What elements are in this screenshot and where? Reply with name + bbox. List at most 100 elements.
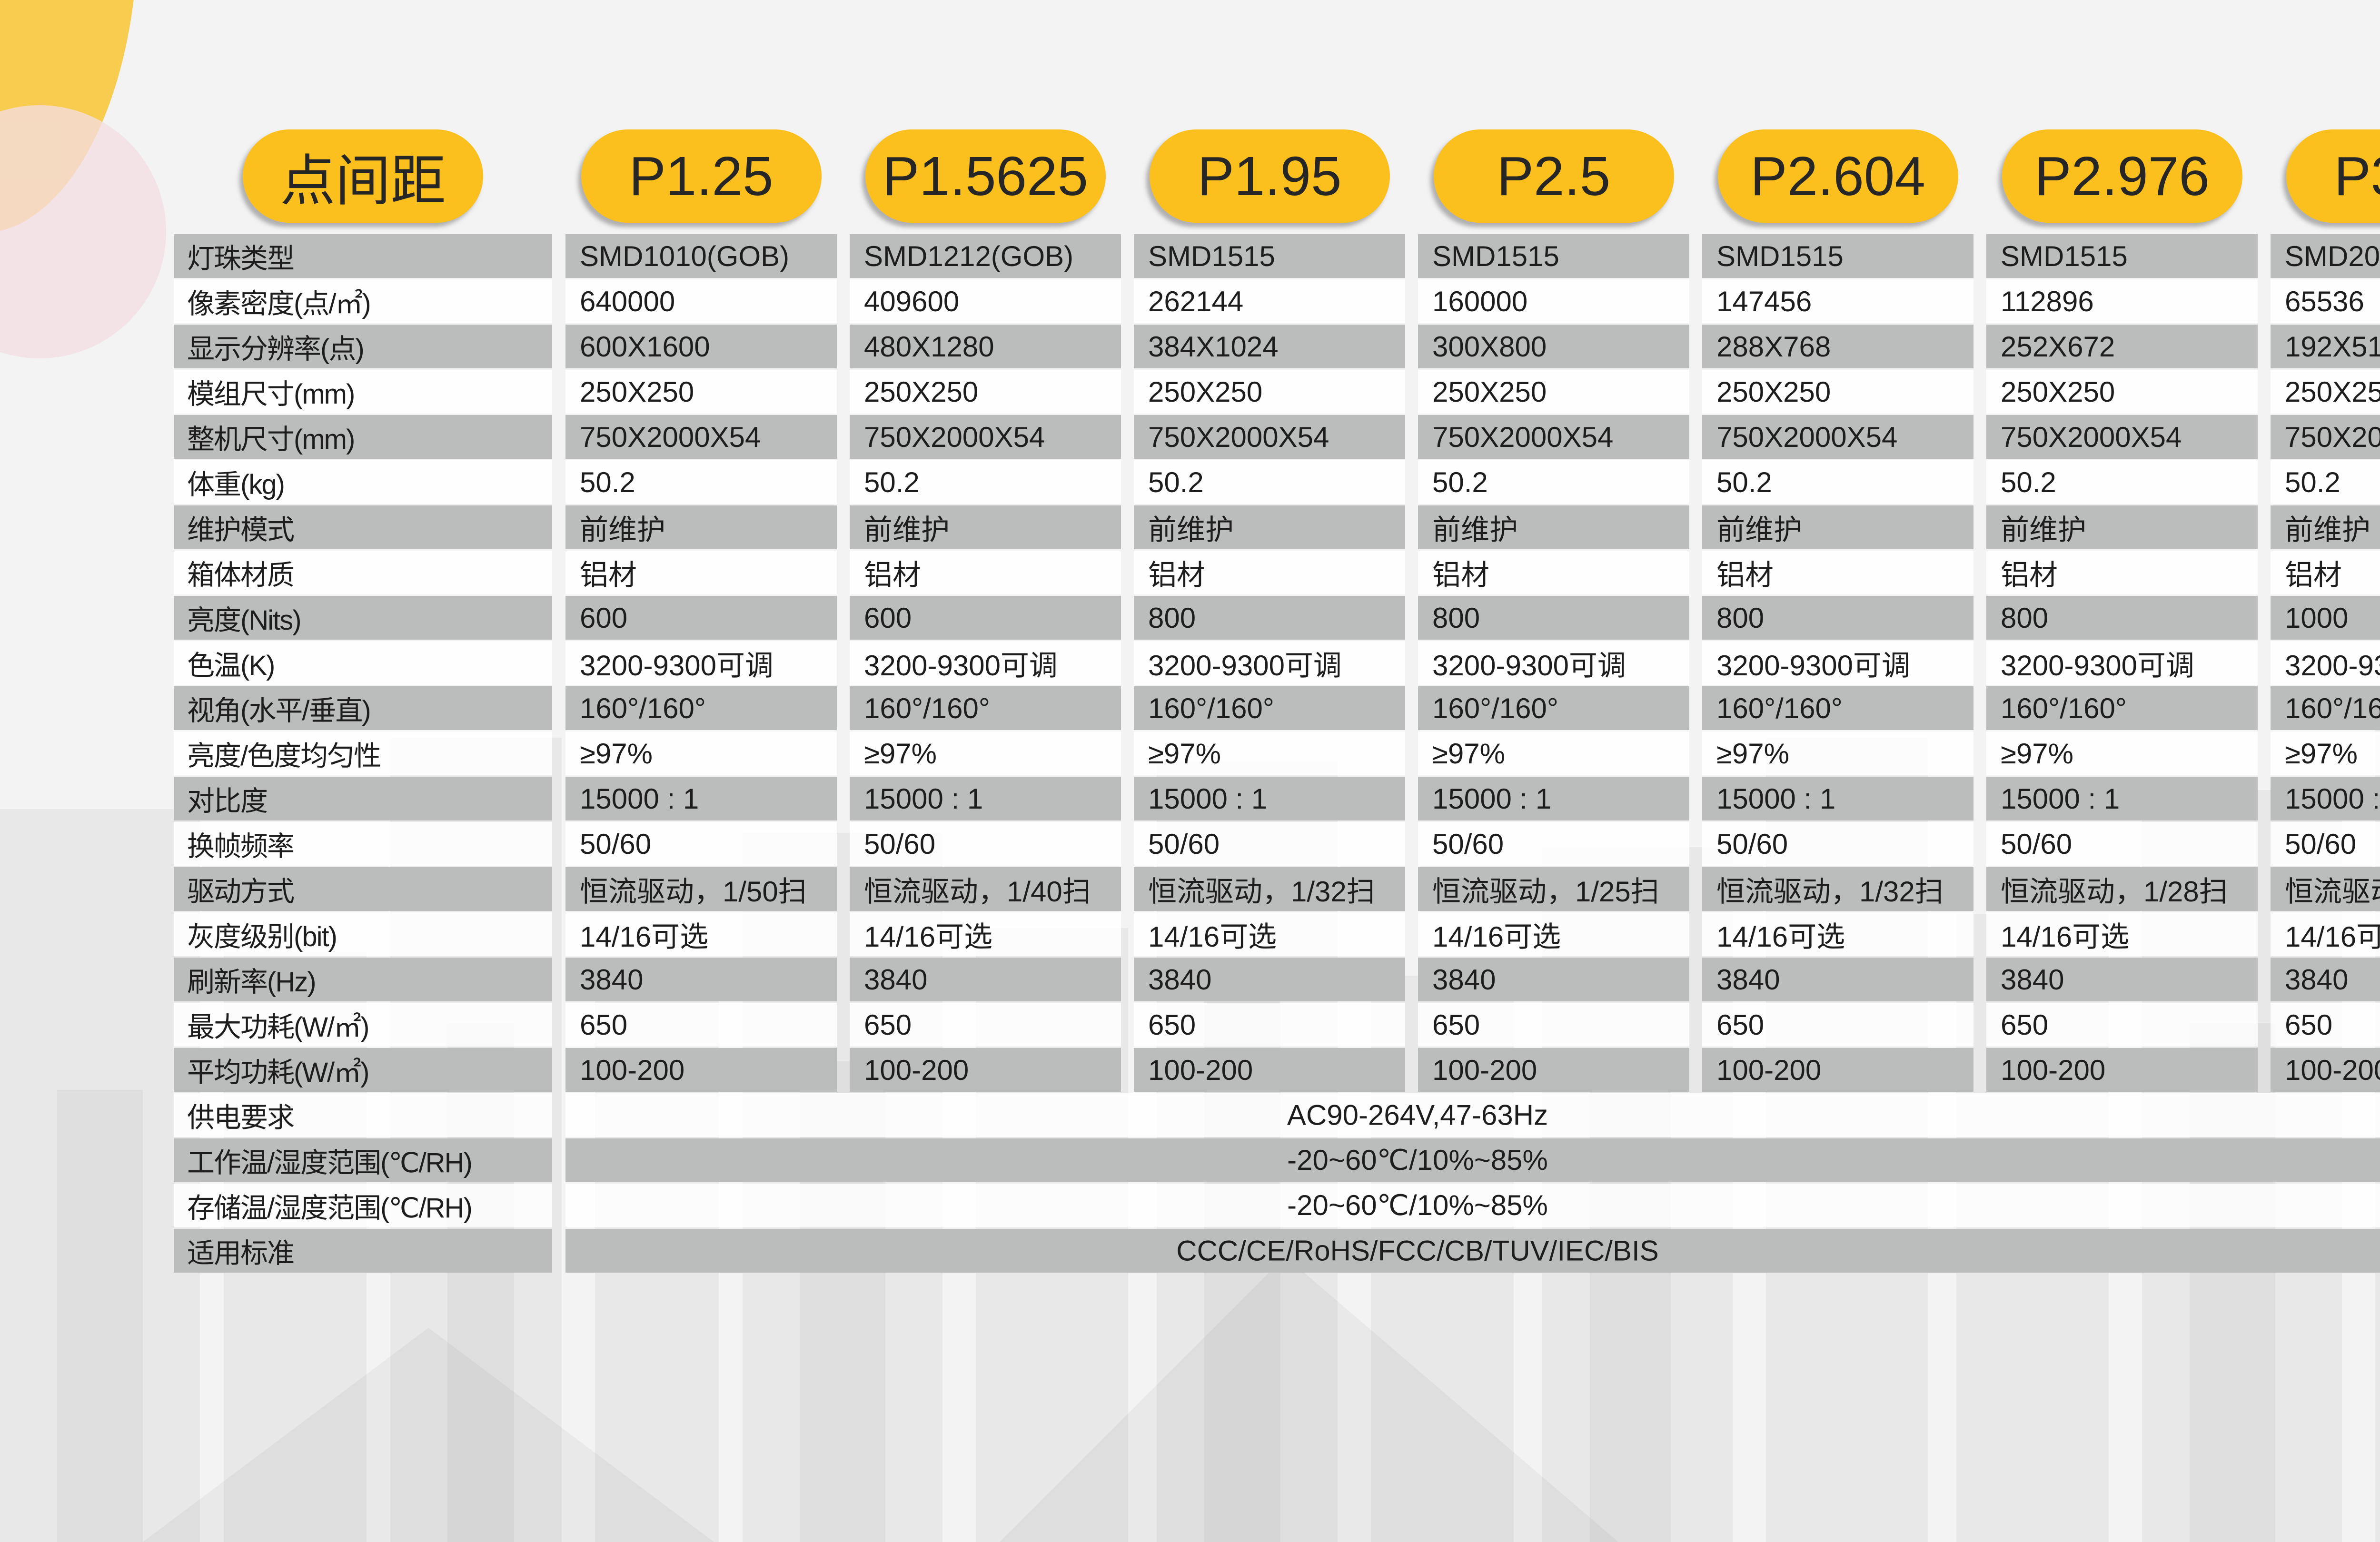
- column-header-pill: P1.95: [1149, 129, 1390, 223]
- table-cell: 640000: [565, 279, 837, 323]
- merged-value-cell: -20~60℃/10%~85%: [565, 1184, 2380, 1227]
- column-header-pill: P1.25: [581, 129, 822, 223]
- table-cell: 650: [1702, 1003, 1973, 1047]
- table-cell: 铝材: [1986, 551, 2258, 594]
- table-cell: 15000 : 1: [1986, 777, 2258, 820]
- table-cell: 3840: [1418, 958, 1689, 1001]
- table-cell: 14/16可选: [850, 912, 1121, 956]
- table-cell: 恒流驱动，1/16扫: [2271, 867, 2380, 911]
- table-cell: 3200-9300可调: [2271, 641, 2380, 685]
- table-cell: 3840: [1702, 958, 1973, 1001]
- table-cell: ≥97%: [850, 731, 1121, 775]
- row-label: 模组尺寸(mm): [174, 370, 552, 414]
- table-cell: 160°/160°: [565, 686, 837, 730]
- table-cell: 650: [565, 1003, 837, 1047]
- table-row: 体重(kg) 50.2 50.2 50.2 50.2 50.2 50.2 50.2: [174, 460, 2380, 504]
- column-header-pill: P2.976: [2002, 129, 2242, 223]
- row-label: 灯珠类型: [174, 234, 552, 278]
- row-label: 平均功耗(W/㎡): [174, 1048, 552, 1092]
- table-cell: 50.2: [1702, 460, 1973, 504]
- table-cell: 65536: [2271, 279, 2380, 323]
- decor-pink-circle: [0, 105, 166, 358]
- table-cell: 铝材: [850, 551, 1121, 594]
- table-row: 换帧频率 50/60 50/60 50/60 50/60 50/60 50/60 50/60: [174, 822, 2380, 866]
- table-cell: 15000 : 1: [565, 777, 837, 820]
- table-cell: 750X2000X54: [1702, 415, 1973, 459]
- table-cell: ≥97%: [1134, 731, 1405, 775]
- table-cell: 50/60: [1986, 822, 2258, 866]
- table-cell: 恒流驱动，1/25扫: [1418, 867, 1689, 911]
- table-cell: 750X2000X54: [1418, 415, 1689, 459]
- table-cell: 3840: [2271, 958, 2380, 1001]
- row-label: 视角(水平/垂直): [174, 686, 552, 730]
- table-cell: 600: [565, 596, 837, 640]
- table-cell: ≥97%: [2271, 731, 2380, 775]
- table-row: 存储温/湿度范围(℃/RH) -20~60℃/10%~85%: [174, 1184, 2380, 1227]
- table-cell: 750X2000X54: [1986, 415, 2258, 459]
- table-cell: 160°/160°: [1986, 686, 2258, 730]
- table-cell: 100-200: [1986, 1048, 2258, 1092]
- table-cell: 160°/160°: [1702, 686, 1973, 730]
- table-row: 适用标准 CCC/CE/RoHS/FCC/CB/TUV/IEC/BIS: [174, 1229, 2380, 1273]
- table-cell: 650: [2271, 1003, 2380, 1047]
- table-row: 色温(K) 3200-9300可调 3200-9300可调 3200-9300可调 3…: [174, 641, 2380, 685]
- table-cell: 250X250: [2271, 370, 2380, 414]
- table-cell: 3200-9300可调: [1986, 641, 2258, 685]
- row-label: 亮度/色度均匀性: [174, 731, 552, 775]
- table-cell: 3840: [850, 958, 1121, 1001]
- table-cell: 160000: [1418, 279, 1689, 323]
- table-cell: 3200-9300可调: [1418, 641, 1689, 685]
- table-cell: 50/60: [1134, 822, 1405, 866]
- table-cell: 15000 : 1: [1418, 777, 1689, 820]
- table-cell: 前维护: [1134, 505, 1405, 549]
- table-cell: 100-200: [1418, 1048, 1689, 1092]
- table-cell: 300X800: [1418, 325, 1689, 368]
- row-label: 显示分辨率(点): [174, 325, 552, 368]
- merged-value-text: AC90-264V,47-63Hz: [1287, 1099, 1548, 1131]
- table-cell: 250X250: [850, 370, 1121, 414]
- table-cell: 800: [1986, 596, 2258, 640]
- row-label: 工作温/湿度范围(℃/RH): [174, 1138, 552, 1182]
- row-label: 对比度: [174, 777, 552, 820]
- table-cell: 50/60: [2271, 822, 2380, 866]
- table-cell: 50.2: [1986, 460, 2258, 504]
- table-cell: 160°/160°: [1134, 686, 1405, 730]
- table-row: 灯珠类型 SMD1010(GOB) SMD1212(GOB) SMD1515 SMD1…: [174, 234, 2380, 278]
- table-cell: 前维护: [565, 505, 837, 549]
- table-cell: 恒流驱动，1/32扫: [1702, 867, 1973, 911]
- merged-value-text: CCC/CE/RoHS/FCC/CB/TUV/IEC/BIS: [1176, 1235, 1659, 1267]
- table-cell: 恒流驱动，1/40扫: [850, 867, 1121, 911]
- table-cell: 250X250: [1986, 370, 2258, 414]
- table-cell: 750X2000X54: [2271, 415, 2380, 459]
- table-cell: 14/16可选: [1418, 912, 1689, 956]
- table-cell: 前维护: [1702, 505, 1973, 549]
- table-row: 亮度(Nits) 600 600 800 800 800 800 1000: [174, 596, 2380, 640]
- table-cell: SMD1515: [1418, 234, 1689, 278]
- table-cell: 50.2: [565, 460, 837, 504]
- table-cell: 650: [1986, 1003, 2258, 1047]
- pitch-header-pill: 点间距: [243, 129, 483, 223]
- table-cell: 192X512: [2271, 325, 2380, 368]
- merged-value-text: -20~60℃/10%~85%: [1287, 1189, 1548, 1221]
- table-cell: 铝材: [2271, 551, 2380, 594]
- table-cell: 750X2000X54: [1134, 415, 1405, 459]
- table-cell: 50.2: [1418, 460, 1689, 504]
- table-cell: SMD1010(GOB): [565, 234, 837, 278]
- table-cell: 恒流驱动，1/28扫: [1986, 867, 2258, 911]
- merged-value-cell: CCC/CE/RoHS/FCC/CB/TUV/IEC/BIS: [565, 1229, 2380, 1273]
- table-cell: 前维护: [850, 505, 1121, 549]
- table-cell: 50/60: [565, 822, 837, 866]
- table-cell: 50.2: [850, 460, 1121, 504]
- table-cell: SMD2020: [2271, 234, 2380, 278]
- table-row: 整机尺寸(mm) 750X2000X54 750X2000X54 750X2000X…: [174, 415, 2380, 459]
- table-cell: 50/60: [1702, 822, 1973, 866]
- row-label: 驱动方式: [174, 867, 552, 911]
- table-cell: 3200-9300可调: [1702, 641, 1973, 685]
- table-row: 对比度 15000 : 1 15000 : 1 15000 : 1 15000 : 1…: [174, 777, 2380, 820]
- table-cell: 14/16可选: [565, 912, 837, 956]
- table-row: 驱动方式 恒流驱动，1/50扫 恒流驱动，1/40扫 恒流驱动，1/32扫 恒流驱动，…: [174, 867, 2380, 911]
- row-label: 箱体材质: [174, 551, 552, 594]
- table-row: 刷新率(Hz) 3840 3840 3840 3840 3840 3840 3840: [174, 958, 2380, 1001]
- table-cell: 15000 : 1: [2271, 777, 2380, 820]
